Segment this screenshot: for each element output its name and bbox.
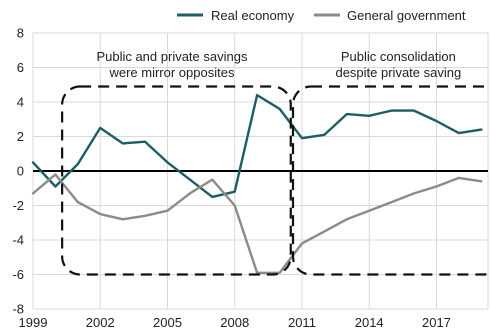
annotation-text: Public and private savings — [96, 49, 248, 64]
axes: -8 -6 -4 -2 0 2 4 6 8 1999 2002 2005 2008 2011 2014 201… — [12, 26, 450, 331]
x-tick-label: 2017 — [422, 315, 451, 330]
series-line-real-economy — [31, 93, 483, 199]
y-tick-label: 8 — [17, 26, 24, 41]
series-line-general-government — [31, 173, 483, 274]
annotation-text: Public consolidation — [341, 49, 456, 64]
x-tick-label: 2014 — [355, 315, 384, 330]
annotation-text: despite private saving — [335, 65, 461, 80]
y-tick-label: 6 — [17, 60, 24, 75]
x-tick-label: 2011 — [288, 315, 316, 330]
y-tick-label: 2 — [17, 129, 24, 144]
annotation-box-2 — [291, 85, 490, 276]
x-tick-label: 2002 — [86, 315, 115, 330]
y-tick-label: -2 — [12, 198, 24, 213]
y-tick-label: -6 — [12, 267, 24, 282]
y-tick-label: 0 — [17, 164, 24, 179]
x-tick-label: 1999 — [19, 315, 48, 330]
y-tick-label: -4 — [12, 233, 24, 248]
legend-label: Real economy — [211, 8, 295, 23]
series-lines — [31, 93, 483, 274]
y-tick-label: 4 — [17, 95, 24, 110]
y-tick-label: -8 — [12, 302, 24, 317]
x-tick-label: 2008 — [220, 315, 249, 330]
x-tick-label: 2005 — [153, 315, 182, 330]
annotation-text: were mirror opposites — [108, 65, 234, 80]
legend-label: General government — [347, 8, 466, 23]
annotation-box-1 — [61, 85, 292, 276]
legend: Real economy General government — [177, 8, 466, 23]
